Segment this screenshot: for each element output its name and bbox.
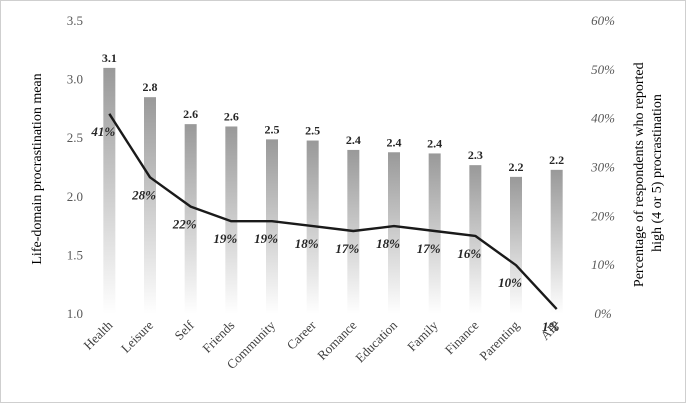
bar: [103, 67, 116, 314]
line-series: [108, 113, 558, 310]
bar-value-label: 3.1: [102, 51, 117, 65]
right-tick-label: 40%: [591, 111, 615, 126]
category-label: Career: [284, 317, 320, 353]
bar-value-label: 2.6: [183, 107, 198, 121]
bar: [469, 165, 482, 314]
line-path: [108, 113, 558, 310]
bar-value-label: 2.3: [468, 148, 483, 162]
right-tick-label: 50%: [591, 62, 615, 77]
bar-value-label: 2.6: [224, 109, 239, 123]
line-value-label: 17%: [335, 241, 359, 256]
left-tick-label: 2.0: [67, 189, 83, 204]
line-value-label: 1%: [542, 319, 560, 334]
line-value-label: 19%: [254, 231, 278, 246]
category-label: Family: [404, 317, 441, 354]
line-value-label: 17%: [417, 241, 441, 256]
bar-value-label: 2.4: [427, 136, 442, 150]
line-value-label: 10%: [498, 275, 522, 290]
bar-value-label: 2.2: [509, 160, 524, 174]
right-axis-title-line2: high (4 or 5) procrastination: [650, 94, 665, 252]
bar: [144, 97, 156, 315]
right-axis-ticks: 0% 10% 20% 30% 40% 50% 60%: [590, 13, 615, 321]
line-value-label: 28%: [131, 187, 156, 202]
line-value-label: 18%: [376, 236, 400, 251]
right-tick-label: 0%: [594, 306, 612, 321]
bar: [428, 153, 441, 314]
left-axis-title: Life-domain procrastination mean: [30, 73, 45, 264]
bar-value-label: 2.5: [305, 124, 320, 138]
line-value-label: 18%: [295, 236, 319, 251]
bar: [184, 124, 197, 314]
right-axis-title-line1: Percentage of respondents who reported: [632, 62, 647, 287]
line-value-label: 19%: [213, 231, 237, 246]
category-label: Health: [80, 317, 115, 352]
line-value-label: 16%: [457, 246, 481, 261]
line-value-label: 22%: [172, 217, 197, 232]
bar-series: [103, 67, 563, 315]
left-tick-label: 3.5: [67, 13, 83, 28]
left-tick-label: 3.0: [67, 72, 83, 87]
line-data-labels: 41% 28% 22% 19% 19% 18% 17% 18% 17% 16% 10% 1%: [90, 124, 559, 334]
category-label: Leisure: [118, 317, 156, 355]
bar-value-label: 2.4: [387, 135, 402, 149]
left-tick-label: 1.5: [67, 247, 83, 262]
bar-value-label: 2.8: [143, 80, 158, 94]
line-value-label: 41%: [90, 124, 115, 139]
right-tick-label: 60%: [591, 13, 615, 28]
bar-data-labels: 3.1 2.8 2.6 2.6 2.5 2.5 2.4 2.4 2.4 2.3 2.2 2.2: [102, 51, 564, 174]
right-tick-label: 10%: [591, 257, 615, 272]
bar-value-label: 2.4: [346, 133, 361, 147]
left-tick-label: 2.5: [67, 130, 83, 145]
category-label: Finance: [442, 317, 482, 357]
bar: [510, 176, 522, 314]
right-axis-title: Percentage of respondents who reported h…: [632, 59, 665, 287]
category-label: Education: [352, 317, 400, 365]
left-axis-ticks: 1.0 1.5 2.0 2.5 3.0 3.5: [67, 13, 83, 321]
bar: [388, 152, 400, 314]
category-label: Parenting: [476, 317, 522, 363]
bar: [550, 169, 563, 314]
category-label: Self: [171, 317, 197, 343]
bar-value-label: 2.2: [549, 153, 564, 167]
bar: [266, 139, 278, 314]
right-tick-label: 30%: [590, 160, 615, 175]
bar-value-label: 2.5: [265, 122, 280, 136]
category-label: Friends: [199, 318, 237, 356]
left-tick-label: 1.0: [67, 306, 83, 321]
right-tick-label: 20%: [591, 208, 615, 223]
